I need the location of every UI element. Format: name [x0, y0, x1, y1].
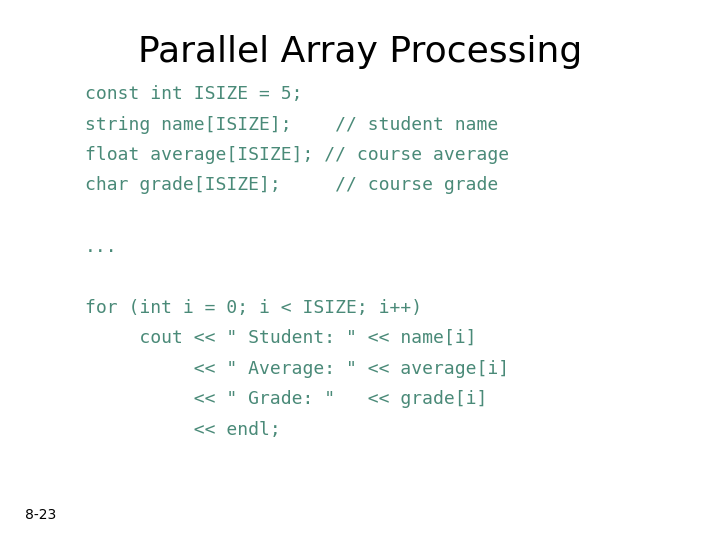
Text: ...: ... [85, 238, 117, 255]
Text: Parallel Array Processing: Parallel Array Processing [138, 35, 582, 69]
Text: float average[ISIZE]; // course average: float average[ISIZE]; // course average [85, 146, 509, 164]
Text: char grade[ISIZE];     // course grade: char grade[ISIZE]; // course grade [85, 177, 498, 194]
Text: << endl;: << endl; [85, 421, 281, 438]
Text: 8-23: 8-23 [25, 508, 56, 522]
Text: << " Grade: "   << grade[i]: << " Grade: " << grade[i] [85, 390, 487, 408]
Text: for (int i = 0; i < ISIZE; i++): for (int i = 0; i < ISIZE; i++) [85, 299, 422, 316]
Text: << " Average: " << average[i]: << " Average: " << average[i] [85, 360, 509, 377]
Text: const int ISIZE = 5;: const int ISIZE = 5; [85, 85, 302, 103]
Text: cout << " Student: " << name[i]: cout << " Student: " << name[i] [85, 329, 477, 347]
Text: string name[ISIZE];    // student name: string name[ISIZE]; // student name [85, 116, 498, 133]
